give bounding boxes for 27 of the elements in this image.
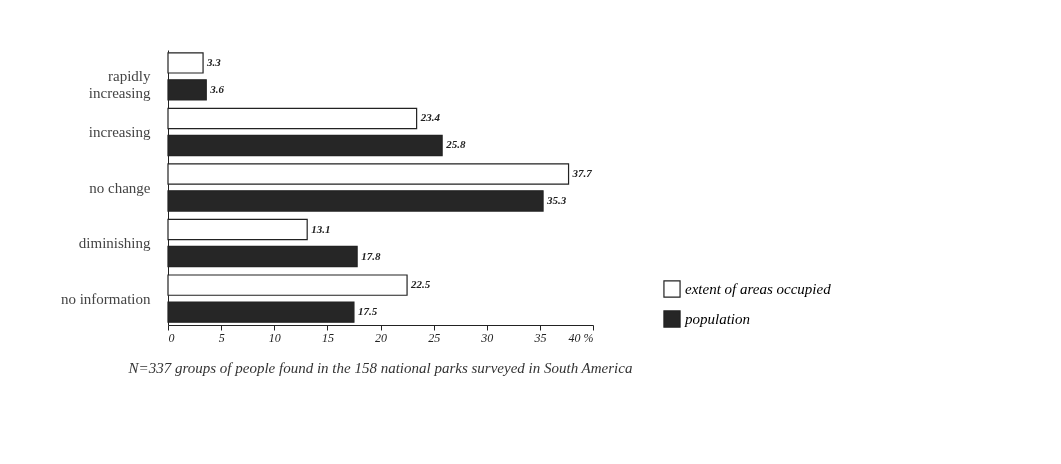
- data-label: 23.4: [419, 111, 441, 124]
- x-tick-label: 15: [321, 330, 334, 345]
- x-tick-label: 40 %: [568, 330, 594, 345]
- y-tick-label: diminishing: [78, 235, 151, 252]
- y-tick-label: increasing: [88, 123, 151, 140]
- x-tick-label: 0: [168, 330, 175, 345]
- data-label: 25.8: [445, 138, 466, 151]
- y-tick-label: rapidly increasing: [88, 68, 151, 102]
- y-tick-label: no change: [89, 179, 151, 196]
- x-tick-label: 5: [218, 330, 225, 345]
- data-label: 3.3: [206, 55, 222, 68]
- data-label: 17.8: [361, 249, 381, 262]
- x-tick-label: 20: [375, 330, 387, 345]
- x-tick-label: 30: [480, 330, 494, 345]
- legend-label: population: [684, 311, 751, 327]
- data-label: 35.3: [546, 193, 567, 206]
- x-tick-label: 25: [428, 330, 441, 345]
- y-tick-label: no information: [60, 290, 151, 307]
- data-label: 22.5: [410, 278, 431, 291]
- data-label: 13.1: [311, 222, 331, 235]
- legend-label: extent of areas occupied: [685, 281, 832, 297]
- x-tick-label: 35: [533, 330, 547, 345]
- data-label: 3.6: [209, 82, 225, 95]
- text: N=337 groups of people found in the 158 national parks surveyed in South America: [127, 360, 633, 376]
- data-label: 17.5: [357, 305, 378, 318]
- data-label: 37.7: [571, 167, 593, 180]
- x-tick-label: 10: [268, 330, 281, 345]
